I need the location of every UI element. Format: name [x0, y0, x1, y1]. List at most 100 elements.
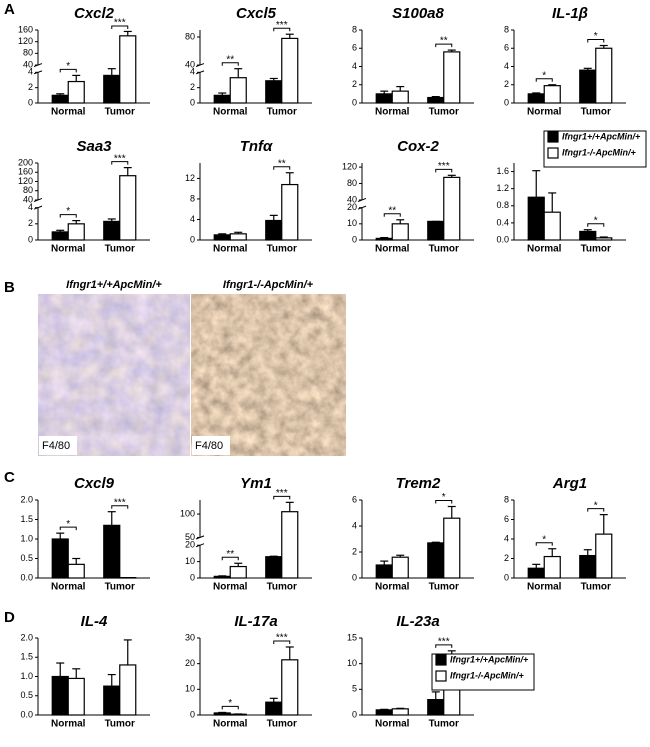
x-tick-label: Tumor — [105, 244, 135, 255]
x-tick-label: Normal — [527, 107, 562, 118]
significance-label: * — [542, 534, 546, 545]
y-tick-label: 1.5 — [20, 514, 33, 524]
y-tick-label: 10 — [347, 218, 357, 228]
significance-label: * — [594, 500, 598, 511]
image-title: Ifngr1+/+ApcMin/+ — [66, 279, 162, 291]
chart-title: IL-23a — [396, 613, 439, 630]
bar — [230, 78, 246, 103]
significance-label: * — [594, 215, 598, 226]
y-tick-label: 120 — [18, 36, 33, 46]
bar — [52, 677, 68, 716]
y-tick-label: 6 — [504, 514, 509, 524]
y-tick-label: 4 — [190, 214, 195, 224]
y-tick-label: 80 — [23, 48, 33, 58]
y-tick-label: 2.0 — [20, 632, 33, 642]
bar — [392, 709, 408, 715]
x-tick-label: Tumor — [105, 582, 135, 593]
x-tick-label: Normal — [213, 719, 248, 730]
bar — [580, 70, 596, 103]
x-tick-label: Tumor — [581, 107, 611, 118]
x-tick-label: Tumor — [429, 107, 459, 118]
significance-label: * — [66, 61, 70, 72]
chart-title: Ym1 — [240, 475, 272, 492]
legend-swatch — [436, 671, 446, 681]
bar — [68, 224, 84, 240]
bar — [120, 36, 136, 103]
significance-label: *** — [276, 633, 288, 644]
y-tick-label: 0 — [504, 97, 509, 107]
bar — [52, 95, 68, 103]
bar — [52, 539, 68, 578]
y-tick-label: 0 — [28, 234, 33, 244]
x-tick-label: Normal — [375, 719, 410, 730]
x-tick-label: Tumor — [267, 244, 297, 255]
bar — [444, 177, 460, 240]
y-tick-label: 1.5 — [20, 652, 33, 662]
chart-title: Cox-2 — [397, 138, 439, 155]
y-tick-label: 80 — [185, 31, 195, 41]
y-tick-label: 0.5 — [20, 690, 33, 700]
bar — [282, 660, 298, 715]
y-tick-label: 0 — [504, 572, 509, 582]
micrograph — [38, 294, 190, 456]
bar — [444, 52, 460, 103]
y-tick-label: 80 — [23, 185, 33, 195]
significance-label: *** — [438, 161, 450, 172]
panel-letter: D — [4, 609, 15, 626]
bar — [104, 221, 120, 240]
x-tick-label: Normal — [213, 244, 248, 255]
bar — [428, 98, 444, 103]
bar — [104, 686, 120, 715]
significance-label: *** — [114, 497, 126, 508]
bar — [266, 702, 282, 715]
significance-label: ** — [278, 158, 286, 169]
y-tick-label: 0 — [190, 234, 195, 244]
bar — [376, 238, 392, 240]
bar — [376, 565, 392, 578]
chart-title: Cxcl2 — [74, 5, 115, 22]
x-tick-label: Tumor — [267, 107, 297, 118]
stain-label: F4/80 — [195, 440, 223, 452]
y-tick-label: 2 — [28, 218, 33, 228]
significance-label: * — [442, 492, 446, 503]
y-tick-label: 10 — [347, 658, 357, 668]
bar — [544, 557, 560, 578]
y-tick-label: 6 — [352, 494, 357, 504]
y-tick-label: 40 — [185, 59, 195, 69]
y-tick-label: 100 — [180, 508, 195, 518]
x-tick-label: Tumor — [429, 582, 459, 593]
y-tick-label: 2 — [504, 79, 509, 89]
bar — [392, 91, 408, 103]
y-tick-label: 4 — [352, 61, 357, 71]
stain-label: F4/80 — [42, 440, 70, 452]
y-tick-label: 15 — [347, 632, 357, 642]
legend-label: Ifngr1+/+ApcMin/+ — [450, 654, 529, 664]
y-tick-label: 2 — [504, 553, 509, 563]
micrograph — [191, 294, 346, 456]
chart-title: Cxcl9 — [74, 475, 115, 492]
x-tick-label: Tumor — [105, 719, 135, 730]
bar — [580, 556, 596, 578]
y-tick-label: 6 — [504, 43, 509, 53]
y-tick-label: 0 — [190, 572, 195, 582]
y-tick-label: 12 — [185, 173, 195, 183]
chart-title: Tnfα — [240, 138, 273, 155]
x-tick-label: Tumor — [429, 244, 459, 255]
x-tick-label: Normal — [213, 107, 248, 118]
y-tick-label: 2 — [28, 82, 33, 92]
significance-label: *** — [114, 153, 126, 164]
chart-title: IL-4 — [81, 613, 108, 630]
x-tick-label: Normal — [51, 719, 86, 730]
bar — [266, 557, 282, 578]
significance-label: ** — [226, 549, 234, 560]
chart-title: Trem2 — [396, 475, 441, 492]
y-tick-label: 8 — [504, 24, 509, 34]
x-tick-label: Normal — [375, 244, 410, 255]
legend-swatch — [436, 655, 446, 665]
y-tick-label: 8 — [190, 193, 195, 203]
y-tick-label: 0 — [352, 234, 357, 244]
y-tick-label: 200 — [18, 157, 33, 167]
y-tick-label: 6 — [352, 43, 357, 53]
y-tick-label: 0 — [28, 97, 33, 107]
